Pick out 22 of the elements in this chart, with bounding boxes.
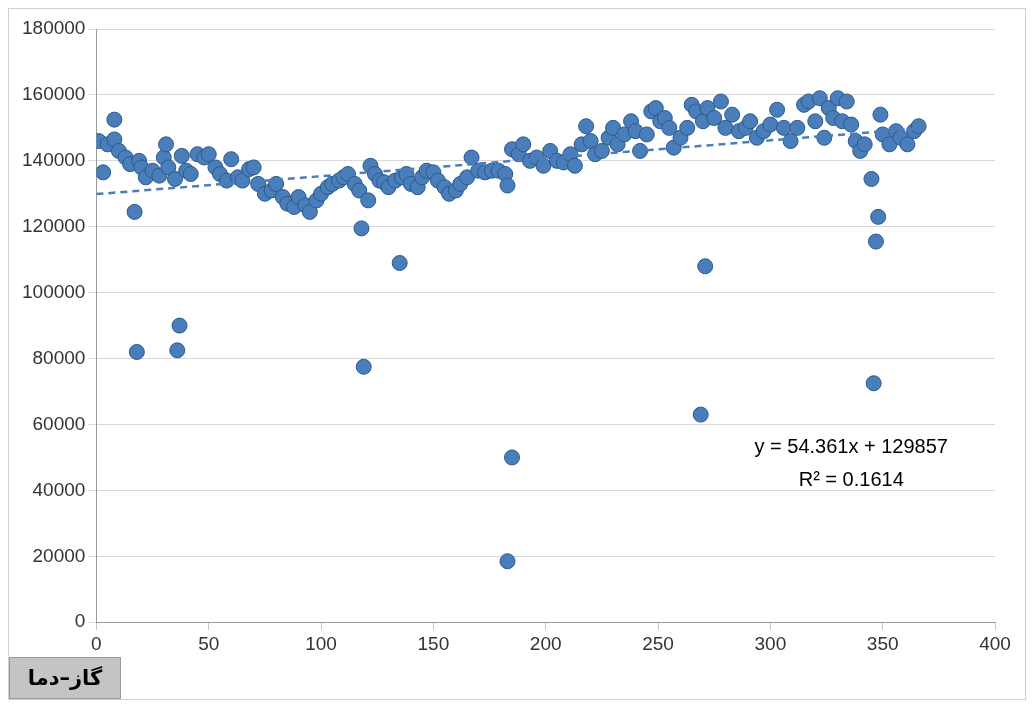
y-tick-label: 120000 <box>22 214 86 236</box>
x-tick-label: 400 <box>979 632 1011 654</box>
y-tick-label: 0 <box>74 610 86 632</box>
y-tick-label: 140000 <box>22 149 86 171</box>
x-tick-label: 200 <box>529 632 562 654</box>
x-tick-label: 350 <box>866 632 899 654</box>
y-tick-label: 20000 <box>32 544 86 566</box>
annotation: R² = 0.1614 <box>798 468 904 491</box>
y-tick-label: 180000 <box>22 17 86 39</box>
x-tick-label: 250 <box>642 632 674 654</box>
x-tick-label: 300 <box>754 632 787 654</box>
y-tick-label: 60000 <box>32 412 86 434</box>
x-tick-label: 50 <box>198 632 220 654</box>
y-tick-label: 80000 <box>32 346 86 368</box>
x-tick-label: 100 <box>305 632 337 654</box>
x-tick-label: 0 <box>91 632 102 654</box>
text: گاز–دما <box>9 657 121 699</box>
y-tick-label: 100000 <box>22 280 86 302</box>
y-tick-label: 160000 <box>22 83 86 105</box>
y-tick-label: 40000 <box>32 478 86 500</box>
annotation: y = 54.361x + 129857 <box>754 435 948 458</box>
x-tick-label: 150 <box>417 632 450 654</box>
